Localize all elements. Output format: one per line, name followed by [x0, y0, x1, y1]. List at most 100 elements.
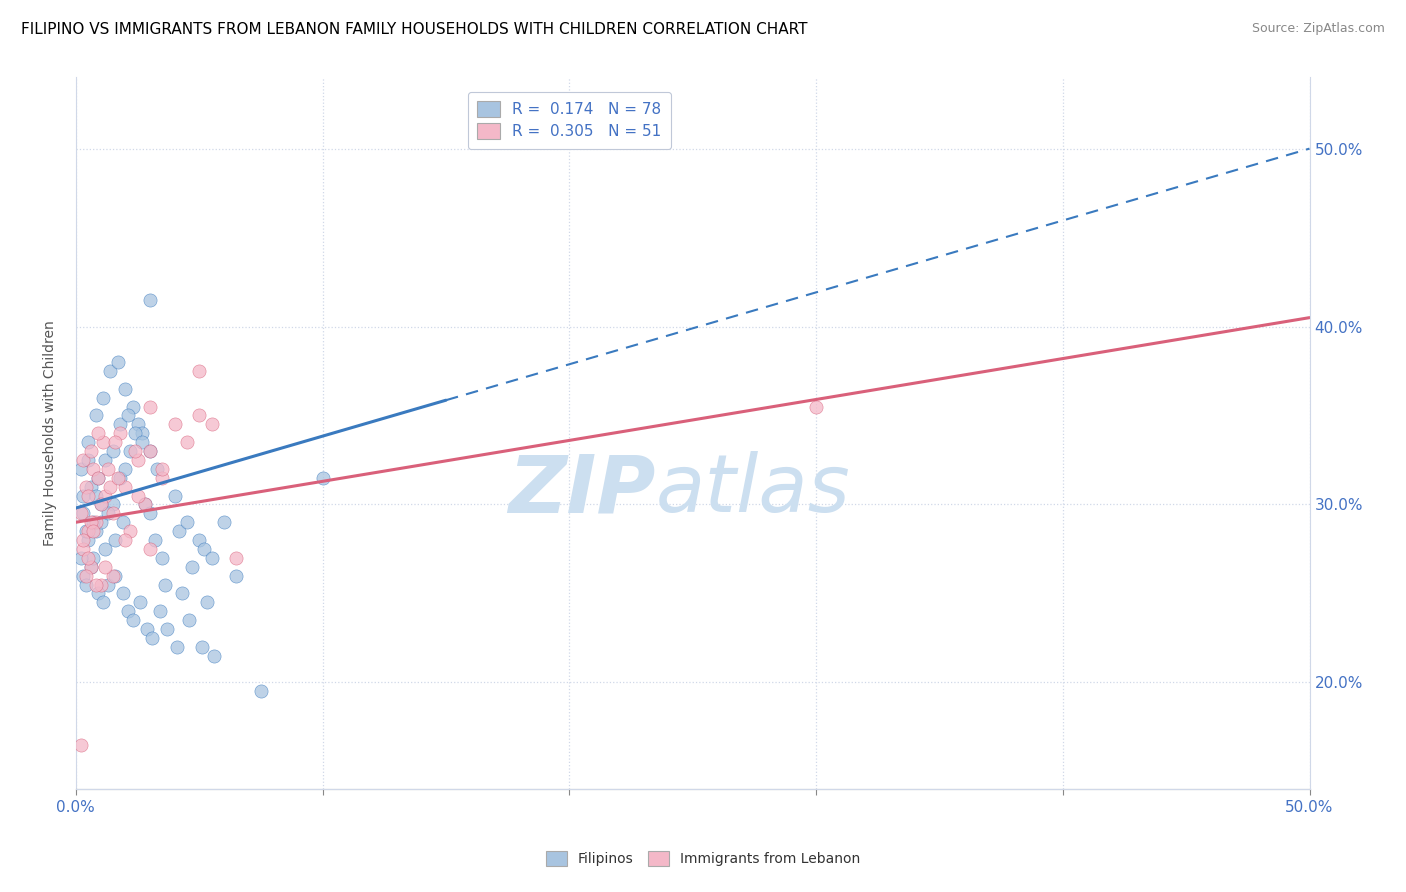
- Point: [75, 577, 97, 591]
- Point: [69, 507, 91, 521]
- Point: [90, 498, 112, 512]
- Point: [139, 507, 162, 521]
- Point: [139, 444, 162, 458]
- Point: [79, 480, 101, 494]
- Point: [176, 435, 198, 450]
- Point: [110, 471, 132, 485]
- Point: [200, 417, 222, 432]
- Point: [77, 550, 100, 565]
- Point: [170, 586, 193, 600]
- Point: [143, 533, 166, 547]
- Point: [136, 622, 159, 636]
- Point: [111, 586, 134, 600]
- Point: [79, 559, 101, 574]
- Point: [104, 435, 127, 450]
- Text: atlas: atlas: [655, 451, 851, 529]
- Point: [72, 568, 94, 582]
- Point: [79, 559, 101, 574]
- Point: [104, 533, 127, 547]
- Point: [90, 515, 112, 529]
- Point: [804, 400, 827, 414]
- Point: [117, 604, 139, 618]
- Point: [131, 426, 153, 441]
- Point: [77, 435, 100, 450]
- Point: [139, 541, 162, 556]
- Point: [188, 409, 211, 423]
- Point: [139, 293, 162, 307]
- Point: [180, 559, 202, 574]
- Point: [101, 507, 124, 521]
- Point: [127, 453, 149, 467]
- Point: [94, 453, 117, 467]
- Point: [79, 444, 101, 458]
- Point: [94, 541, 117, 556]
- Point: [72, 541, 94, 556]
- Point: [97, 577, 120, 591]
- Point: [124, 426, 146, 441]
- Point: [190, 640, 212, 654]
- Point: [146, 462, 169, 476]
- Point: [114, 480, 136, 494]
- Point: [84, 524, 107, 538]
- Point: [84, 515, 107, 529]
- Point: [97, 507, 120, 521]
- Point: [101, 498, 124, 512]
- Point: [156, 622, 179, 636]
- Point: [124, 444, 146, 458]
- Point: [77, 524, 100, 538]
- Point: [250, 684, 273, 698]
- Point: [94, 489, 117, 503]
- Point: [75, 568, 97, 582]
- Point: [87, 426, 110, 441]
- Point: [120, 524, 142, 538]
- Point: [107, 355, 129, 369]
- Point: [188, 533, 211, 547]
- Point: [110, 417, 132, 432]
- Point: [127, 489, 149, 503]
- Point: [176, 515, 198, 529]
- Point: [166, 640, 188, 654]
- Point: [163, 417, 186, 432]
- Point: [150, 462, 173, 476]
- Point: [193, 541, 215, 556]
- Point: [75, 480, 97, 494]
- Point: [79, 515, 101, 529]
- Point: [69, 462, 91, 476]
- Point: [94, 559, 117, 574]
- Point: [120, 444, 142, 458]
- Point: [104, 568, 127, 582]
- Point: [117, 409, 139, 423]
- Point: [139, 400, 162, 414]
- Point: [121, 400, 143, 414]
- Point: [114, 382, 136, 396]
- Point: [87, 471, 110, 485]
- Point: [87, 586, 110, 600]
- Point: [72, 489, 94, 503]
- Point: [150, 550, 173, 565]
- Point: [77, 453, 100, 467]
- Point: [212, 515, 235, 529]
- Point: [169, 524, 191, 538]
- Point: [84, 409, 107, 423]
- Point: [97, 462, 120, 476]
- Point: [90, 577, 112, 591]
- Point: [91, 391, 114, 405]
- Point: [121, 613, 143, 627]
- Point: [107, 471, 129, 485]
- Point: [100, 480, 122, 494]
- Point: [311, 471, 333, 485]
- Point: [101, 568, 124, 582]
- Point: [77, 533, 100, 547]
- Point: [150, 471, 173, 485]
- Point: [111, 515, 134, 529]
- Point: [141, 631, 163, 645]
- Point: [195, 595, 218, 609]
- Text: ZIP: ZIP: [509, 451, 655, 529]
- Text: FILIPINO VS IMMIGRANTS FROM LEBANON FAMILY HOUSEHOLDS WITH CHILDREN CORRELATION : FILIPINO VS IMMIGRANTS FROM LEBANON FAMI…: [21, 22, 807, 37]
- Point: [134, 498, 156, 512]
- Point: [163, 489, 186, 503]
- Point: [84, 489, 107, 503]
- Y-axis label: Family Households with Children: Family Households with Children: [44, 320, 58, 546]
- Point: [202, 648, 225, 663]
- Point: [188, 364, 211, 378]
